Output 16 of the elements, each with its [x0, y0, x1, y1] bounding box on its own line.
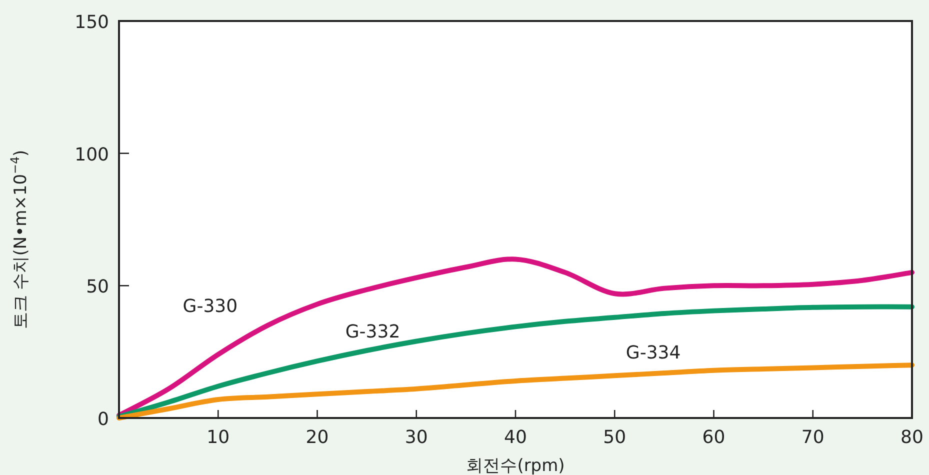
y-tick-label: 150 [74, 12, 109, 33]
x-tick-label: 40 [504, 427, 527, 448]
y-tick-label: 0 [98, 409, 109, 430]
x-tick-label: 50 [603, 427, 626, 448]
x-tick-label: 20 [306, 427, 329, 448]
series-label: G-330 [182, 296, 238, 318]
series-label: G-332 [345, 321, 400, 342]
x-tick-label: 70 [801, 427, 824, 448]
y-tick-label: 50 [86, 276, 109, 298]
y-tick-label: 100 [74, 144, 109, 166]
x-tick-label: 30 [404, 427, 428, 448]
series-label: G-334 [626, 342, 681, 364]
x-tick-label: 10 [206, 427, 230, 448]
x-tick-label: 80 [900, 427, 924, 448]
x-tick-label: 60 [702, 427, 726, 448]
x-axis-title: 회전수(rpm) [466, 456, 565, 475]
